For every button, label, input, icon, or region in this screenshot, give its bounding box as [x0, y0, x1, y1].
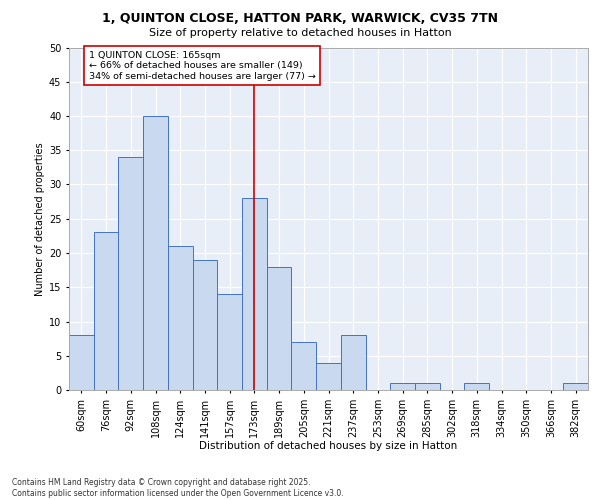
Bar [94, 232, 118, 390]
Text: 1 QUINTON CLOSE: 165sqm
← 66% of detached houses are smaller (149)
34% of semi-d: 1 QUINTON CLOSE: 165sqm ← 66% of detache… [89, 51, 316, 80]
Bar [563, 383, 588, 390]
Bar [217, 294, 242, 390]
Bar [316, 362, 341, 390]
Text: Size of property relative to detached houses in Hatton: Size of property relative to detached ho… [149, 28, 451, 38]
Bar [193, 260, 217, 390]
Bar [292, 342, 316, 390]
Bar [118, 157, 143, 390]
X-axis label: Distribution of detached houses by size in Hatton: Distribution of detached houses by size … [199, 441, 458, 451]
Bar [242, 198, 267, 390]
Text: 1, QUINTON CLOSE, HATTON PARK, WARWICK, CV35 7TN: 1, QUINTON CLOSE, HATTON PARK, WARWICK, … [102, 12, 498, 26]
Bar [267, 266, 292, 390]
Bar [69, 335, 94, 390]
Bar [464, 383, 489, 390]
Bar [143, 116, 168, 390]
Bar [341, 335, 365, 390]
Text: Contains HM Land Registry data © Crown copyright and database right 2025.
Contai: Contains HM Land Registry data © Crown c… [12, 478, 344, 498]
Y-axis label: Number of detached properties: Number of detached properties [35, 142, 44, 296]
Bar [168, 246, 193, 390]
Bar [415, 383, 440, 390]
Bar [390, 383, 415, 390]
